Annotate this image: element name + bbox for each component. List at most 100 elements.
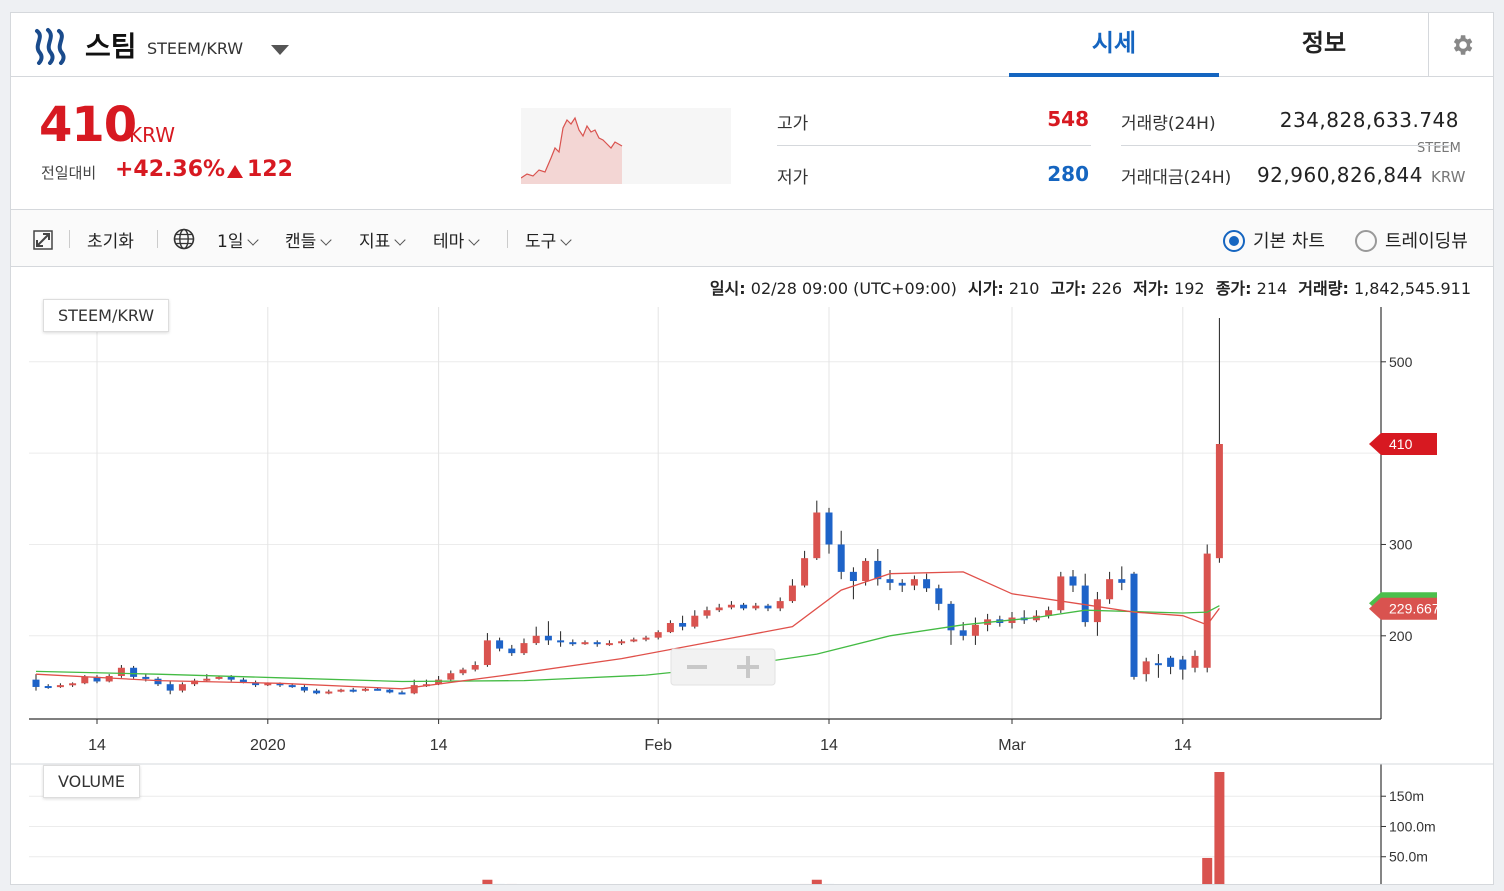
candle-body [239, 679, 247, 683]
triangle-up-icon [227, 165, 243, 178]
price-unit: KRW [129, 123, 175, 147]
globe-icon[interactable] [173, 228, 195, 250]
chevron-down-icon [247, 234, 260, 246]
high-value-ohlc: 226 [1091, 279, 1123, 298]
candle-body [325, 691, 333, 694]
candle-body [105, 675, 113, 682]
candle-body [874, 560, 882, 580]
candle-body [776, 601, 784, 609]
tab-price[interactable]: 시세 [1009, 13, 1219, 77]
candle-body [813, 512, 821, 559]
candle-body [654, 632, 662, 638]
candle-body [691, 615, 699, 627]
candle-body [1057, 576, 1065, 611]
zoom-control [670, 648, 776, 686]
indicator-dropdown[interactable]: 지표 [359, 227, 406, 252]
candle-body [898, 582, 906, 586]
low-value: 280 [1047, 162, 1089, 186]
candle-body [117, 667, 125, 676]
candle-body [447, 673, 455, 680]
candle-body [386, 689, 394, 693]
expand-icon[interactable] [33, 230, 53, 250]
chart-toolbar: 초기화 1일 캔들 지표 테마 도구 기본 차트 트레이딩뷰 [11, 209, 1493, 267]
amount-label: 거래대금(24H) [1121, 168, 1232, 188]
zoom-out-icon [687, 665, 707, 669]
coin-dropdown-caret-icon[interactable] [271, 45, 289, 55]
volume-label: 거래량(24H) [1121, 114, 1216, 134]
candle-body [276, 683, 284, 686]
coin-name: 스팀 [85, 30, 137, 63]
x-tick-label: Mar [998, 737, 1026, 754]
low-value-ohlc: 192 [1174, 279, 1205, 298]
candle-body [727, 604, 735, 608]
candle-body [947, 603, 955, 631]
candle-body [581, 642, 589, 645]
candle-body [642, 637, 650, 640]
high-value: 548 [1047, 107, 1089, 131]
x-tick-label: Feb [644, 737, 672, 754]
candle-body [32, 679, 40, 687]
toolbar-separator [507, 230, 508, 248]
candle-body [154, 678, 162, 685]
candle-body [178, 684, 186, 691]
candle-body [496, 640, 504, 649]
candle-body [435, 679, 443, 685]
candle-body [715, 607, 723, 611]
interval-dropdown[interactable]: 1일 [217, 227, 260, 252]
radio-basic-chart[interactable]: 기본 차트 [1223, 227, 1325, 253]
theme-dropdown[interactable]: 테마 [433, 227, 480, 252]
candle-body [93, 676, 101, 682]
tools-label: 도구 [525, 232, 557, 252]
x-tick-label: 14 [820, 737, 838, 754]
candle-body [520, 643, 528, 654]
reset-button[interactable]: 초기화 [87, 232, 134, 252]
chart-pair-label: STEEM/KRW [43, 299, 170, 332]
close-label: 종가: [1215, 279, 1252, 298]
candle-body [215, 676, 223, 679]
volume-tick-label: 150m [1389, 788, 1424, 804]
candle-body [300, 686, 308, 691]
candle-body [666, 623, 674, 633]
candle-body [788, 585, 796, 602]
steem-logo-icon [35, 28, 66, 65]
exchange-widget: 스팀 STEEM/KRW 시세 정보 410 KRW 전일대비 +42.36% … [10, 12, 1494, 885]
volume-bar [799, 883, 810, 884]
gear-icon [1453, 35, 1473, 55]
y-tick-label: 200 [1389, 628, 1413, 644]
candle-body [1130, 573, 1138, 677]
change-percent: +42.36% [115, 157, 226, 182]
volume-bar [811, 879, 822, 884]
date-label: 일시: [709, 279, 746, 298]
candle-body [740, 604, 748, 609]
candle-body [886, 579, 894, 583]
volume-tick-label: 100.0m [1389, 818, 1436, 834]
ma-short-line [35, 571, 1220, 690]
candle-body [227, 676, 235, 680]
candle-body [203, 678, 211, 681]
candle-body [862, 560, 870, 581]
candle-body [923, 579, 931, 589]
candle-body [81, 676, 89, 684]
ma-short-tag-text: 229.667 [1389, 601, 1440, 617]
coin-pair: STEEM/KRW [147, 39, 244, 58]
y-tick-label: 300 [1389, 536, 1413, 552]
candle-body [837, 544, 845, 572]
volume-bar [506, 883, 517, 884]
candlestick-chart[interactable]: 200 300 500 14 2020 14 Feb 14 Mar 14 50.0m 100.0m 15… [11, 297, 1494, 885]
x-tick-label: 14 [88, 737, 106, 754]
x-tick-label: 14 [1174, 737, 1192, 754]
candle-body [56, 685, 64, 688]
coin-header: 스팀 STEEM/KRW 시세 정보 [11, 13, 1493, 77]
ohlc-volume-label: 거래량: [1298, 279, 1349, 298]
candle-body [605, 643, 613, 646]
candle-dropdown[interactable]: 캔들 [285, 227, 332, 252]
tools-dropdown[interactable]: 도구 [525, 227, 572, 252]
radio-tradingview[interactable]: 트레이딩뷰 [1355, 227, 1468, 253]
x-tick-label: 14 [430, 737, 448, 754]
change-label: 전일대비 [41, 164, 97, 182]
settings-button[interactable] [1428, 13, 1493, 77]
radio-unselected-icon [1355, 230, 1377, 252]
tab-info[interactable]: 정보 [1301, 29, 1347, 57]
amount-unit: KRW [1431, 168, 1466, 186]
indicator-label: 지표 [359, 232, 391, 252]
